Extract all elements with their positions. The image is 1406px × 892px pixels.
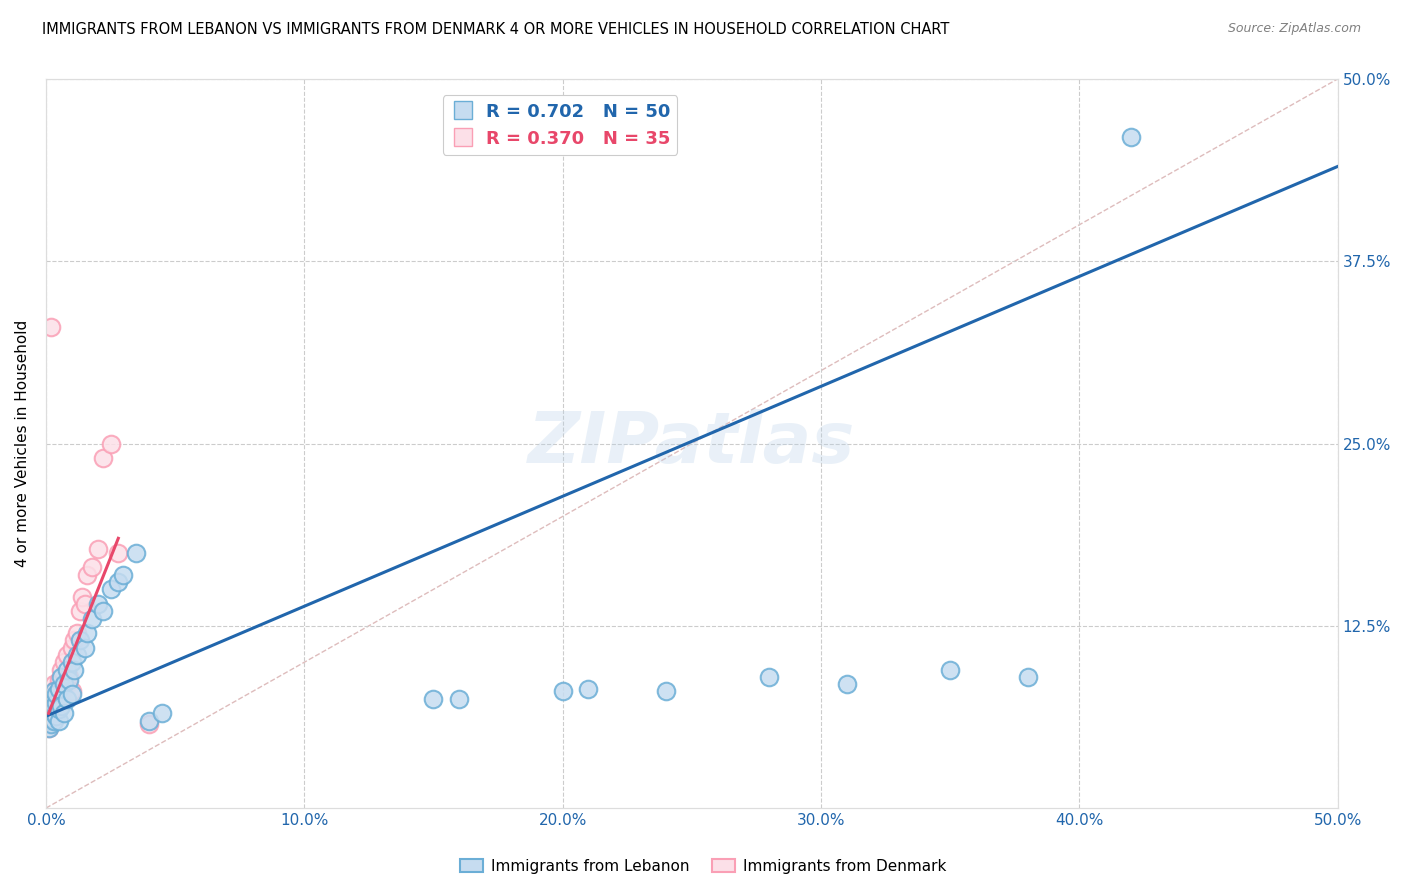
Point [578, 681, 600, 696]
Point [55, 677, 77, 691]
Point [38, 711, 60, 725]
Point [51, 663, 73, 677]
Point [42, 698, 65, 713]
Point [939, 663, 962, 677]
Point [58, 673, 80, 687]
Point [69, 633, 91, 648]
Text: IMMIGRANTS FROM LEBANON VS IMMIGRANTS FROM DENMARK 4 OR MORE VEHICLES IN HOUSEHO: IMMIGRANTS FROM LEBANON VS IMMIGRANTS FR… [42, 22, 949, 37]
Point [66, 626, 89, 640]
Legend: R = 0.702   N = 50, R = 0.370   N = 35: R = 0.702 N = 50, R = 0.370 N = 35 [443, 95, 678, 155]
Point [835, 677, 858, 691]
Point [48, 702, 70, 716]
Point [60, 640, 83, 655]
Legend: Immigrants from Lebanon, Immigrants from Denmark: Immigrants from Lebanon, Immigrants from… [454, 853, 952, 880]
Point [51, 687, 73, 701]
Point [39, 319, 62, 334]
Point [91, 451, 114, 466]
Point [38, 721, 60, 735]
Point [100, 436, 122, 450]
Point [60, 684, 83, 698]
Point [551, 684, 574, 698]
Point [76, 567, 98, 582]
Y-axis label: 4 or more Vehicles in Household: 4 or more Vehicles in Household [15, 320, 30, 567]
Point [42, 677, 65, 691]
Point [45, 687, 67, 701]
Point [38, 698, 60, 713]
Point [48, 696, 70, 710]
Point [107, 575, 129, 590]
Point [58, 670, 80, 684]
Point [112, 567, 135, 582]
Point [51, 698, 73, 713]
Point [39, 687, 62, 701]
Point [38, 721, 60, 735]
Point [150, 706, 173, 721]
Point [38, 706, 60, 721]
Point [758, 670, 780, 684]
Point [449, 691, 471, 706]
Point [63, 633, 86, 648]
Point [655, 684, 678, 698]
Point [38, 714, 60, 728]
Point [100, 582, 122, 597]
Point [86, 597, 108, 611]
Point [422, 691, 444, 706]
Point [63, 663, 86, 677]
Point [42, 691, 65, 706]
Point [39, 716, 62, 731]
Point [51, 670, 73, 684]
Point [39, 711, 62, 725]
Point [91, 604, 114, 618]
Point [76, 626, 98, 640]
Point [1017, 670, 1039, 684]
Point [39, 702, 62, 716]
Point [42, 684, 65, 698]
Point [39, 691, 62, 706]
Point [48, 714, 70, 728]
Point [53, 681, 76, 696]
Point [70, 590, 93, 604]
Point [107, 546, 129, 560]
Point [48, 681, 70, 696]
Point [53, 706, 76, 721]
Point [86, 541, 108, 556]
Point [55, 691, 77, 706]
Text: Source: ZipAtlas.com: Source: ZipAtlas.com [1227, 22, 1361, 36]
Text: ZIPatlas: ZIPatlas [529, 409, 855, 478]
Point [42, 714, 65, 728]
Point [39, 714, 62, 728]
Point [138, 714, 160, 728]
Point [66, 648, 89, 662]
Point [73, 640, 96, 655]
Point [1119, 130, 1142, 145]
Point [55, 648, 77, 662]
Point [42, 706, 65, 721]
Point [45, 698, 67, 713]
Point [73, 597, 96, 611]
Point [60, 687, 83, 701]
Point [60, 655, 83, 669]
Point [125, 546, 148, 560]
Point [69, 604, 91, 618]
Point [39, 702, 62, 716]
Point [45, 696, 67, 710]
Point [82, 560, 104, 574]
Point [53, 677, 76, 691]
Point [48, 673, 70, 687]
Point [45, 709, 67, 723]
Point [53, 655, 76, 669]
Point [42, 706, 65, 721]
Point [45, 681, 67, 696]
Point [138, 716, 160, 731]
Point [55, 663, 77, 677]
Point [82, 611, 104, 625]
